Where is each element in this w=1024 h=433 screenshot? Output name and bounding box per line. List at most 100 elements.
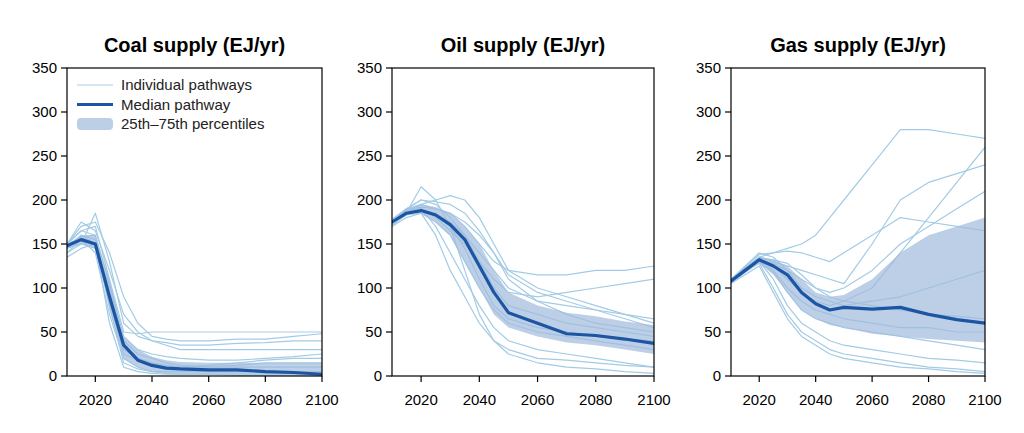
y-tick [725, 155, 731, 156]
x-tick-label: 2020 [79, 391, 112, 408]
y-tick-label: 50 [704, 323, 721, 340]
y-tick-label: 300 [32, 103, 57, 120]
y-tick-label: 250 [696, 147, 721, 164]
panel: Gas supply (EJ/yr) 0 50 100 150 200 250 300 350 2… [696, 34, 1002, 408]
x-tick [815, 376, 816, 382]
pathway-line [67, 244, 322, 367]
y-tick [386, 155, 392, 156]
y-tick-label: 150 [696, 235, 721, 252]
x-tick-label: 2060 [192, 391, 225, 408]
frame [731, 68, 985, 376]
x-tick [928, 376, 929, 382]
y-tick [386, 111, 392, 112]
pathway-line [392, 187, 654, 374]
x-tick-label: 2100 [305, 391, 338, 408]
plot-area [67, 213, 322, 375]
x-tick [984, 376, 985, 382]
pathway-line [67, 240, 322, 375]
y-tick-label: 50 [40, 323, 57, 340]
y-tick-label: 150 [32, 235, 57, 252]
legend: Individual pathways Median pathway 25th–75… [77, 76, 264, 132]
pathway-line [67, 235, 322, 371]
legend-label: Median pathway [121, 96, 231, 113]
x-tick-label: 2040 [799, 391, 832, 408]
legend-label: Individual pathways [121, 76, 252, 93]
y-tick [61, 243, 67, 244]
y-tick [386, 243, 392, 244]
title: Gas supply (EJ/yr) [770, 34, 946, 56]
y-tick [725, 287, 731, 288]
y-tick [386, 287, 392, 288]
y-tick-label: 200 [357, 191, 382, 208]
y-tick-label: 100 [32, 279, 57, 296]
x-tick [479, 376, 480, 382]
x-tick [595, 376, 596, 382]
x-tick-label: 2080 [249, 391, 282, 408]
legend-swatch [77, 118, 113, 130]
y-tick [725, 375, 731, 376]
title: Coal supply (EJ/yr) [104, 34, 285, 56]
y-tick [725, 199, 731, 200]
y-tick-label: 200 [696, 191, 721, 208]
legend-label: 25th–75th percentiles [121, 115, 264, 132]
median-line [392, 211, 654, 344]
x-tick-label: 2100 [637, 391, 670, 408]
legend-swatch [77, 84, 113, 85]
y-tick [61, 155, 67, 156]
x-tick [653, 376, 654, 382]
y-tick [386, 67, 392, 68]
title: Oil supply (EJ/yr) [441, 34, 605, 56]
x-tick [265, 376, 266, 382]
y-tick [386, 331, 392, 332]
percentile-band [67, 235, 322, 375]
x-tick-label: 2040 [135, 391, 168, 408]
y-tick-label: 250 [32, 147, 57, 164]
frame [67, 68, 322, 376]
x-tick-label: 2100 [968, 391, 1001, 408]
y-tick-label: 0 [49, 367, 57, 384]
pathway-line [67, 231, 322, 372]
plot-area [731, 130, 985, 374]
y-tick-label: 350 [32, 59, 57, 76]
x-tick [208, 376, 209, 382]
x-tick-label: 2080 [912, 391, 945, 408]
x-tick-label: 2020 [743, 391, 776, 408]
x-tick [151, 376, 152, 382]
x-tick [95, 376, 96, 382]
x-tick [872, 376, 873, 382]
y-tick-label: 300 [696, 103, 721, 120]
y-tick [61, 199, 67, 200]
x-tick [421, 376, 422, 382]
y-tick [61, 375, 67, 376]
x-tick-label: 2020 [404, 391, 437, 408]
median-line [731, 260, 985, 323]
legend-swatch [77, 103, 113, 106]
y-tick-label: 0 [374, 367, 382, 384]
pathway-line [67, 244, 322, 367]
x-tick-label: 2080 [579, 391, 612, 408]
frame [392, 68, 654, 376]
y-tick [386, 199, 392, 200]
percentile-band [392, 204, 654, 354]
panel: Coal supply (EJ/yr) 0 50 100 150 200 250 300 350… [32, 34, 339, 408]
y-tick [725, 331, 731, 332]
y-tick-label: 0 [713, 367, 721, 384]
y-tick-label: 200 [32, 191, 57, 208]
x-tick [321, 376, 322, 382]
y-tick-label: 350 [696, 59, 721, 76]
y-tick [725, 243, 731, 244]
y-tick [725, 67, 731, 68]
x-tick-label: 2040 [463, 391, 496, 408]
y-tick-label: 300 [357, 103, 382, 120]
plot-area [392, 187, 654, 374]
x-tick-label: 2060 [521, 391, 554, 408]
y-tick-label: 100 [696, 279, 721, 296]
percentile-band [731, 218, 985, 343]
y-tick [61, 331, 67, 332]
x-tick [759, 376, 760, 382]
y-tick-label: 250 [357, 147, 382, 164]
figure: Coal supply (EJ/yr) 0 50 100 150 200 250 300 350… [0, 0, 1024, 433]
y-tick-label: 150 [357, 235, 382, 252]
y-tick-label: 100 [357, 279, 382, 296]
y-tick [61, 67, 67, 68]
